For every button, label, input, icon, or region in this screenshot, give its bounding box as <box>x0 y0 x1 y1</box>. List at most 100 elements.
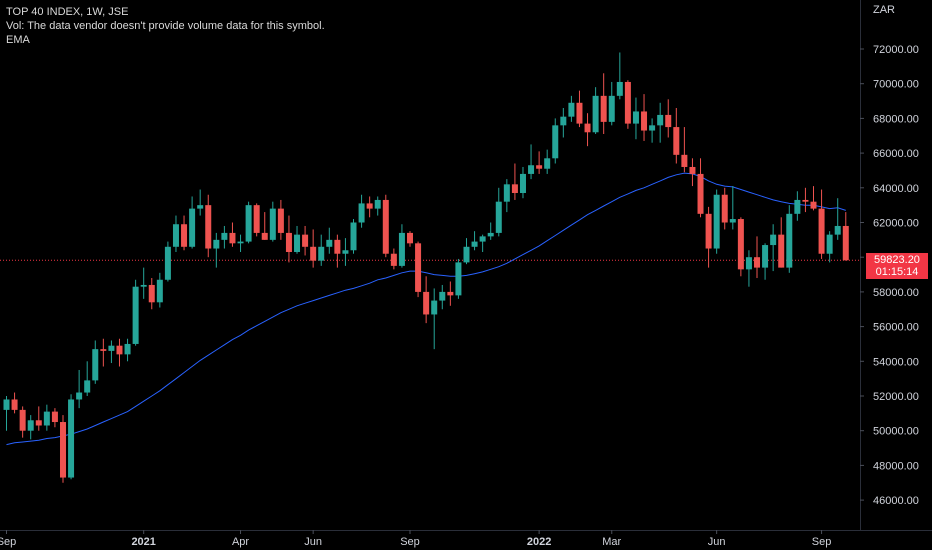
candle-body <box>318 246 325 261</box>
candle-body <box>665 114 672 128</box>
candle <box>415 241 422 298</box>
candle <box>794 191 801 221</box>
candle <box>221 225 228 249</box>
candle-body <box>205 205 212 249</box>
price-tick-label: 54000.00 <box>873 356 919 368</box>
candle <box>487 222 494 240</box>
candle-body <box>423 291 430 315</box>
candle <box>463 238 470 265</box>
candle <box>423 276 430 324</box>
candle <box>536 151 543 174</box>
candle <box>189 196 196 249</box>
candle <box>382 194 389 258</box>
candle-body <box>3 399 10 410</box>
candle <box>616 52 623 100</box>
candle-body <box>108 345 115 351</box>
candle <box>697 158 704 218</box>
candle-body <box>172 224 179 247</box>
candle-body <box>374 199 381 209</box>
candle-body <box>503 184 510 202</box>
candle <box>560 107 567 138</box>
candle-body <box>221 232 228 240</box>
price-tick-label: 52000.00 <box>873 391 919 403</box>
candle-body <box>350 222 357 251</box>
candle <box>641 94 648 141</box>
candle-body <box>342 250 349 254</box>
candle <box>737 217 744 277</box>
candle-body <box>681 154 688 167</box>
candle <box>302 225 309 256</box>
candle <box>705 206 712 268</box>
candle <box>269 201 276 242</box>
candle-body <box>737 219 744 270</box>
price-tick-label: 50000.00 <box>873 426 919 438</box>
candle <box>632 97 639 140</box>
candle <box>253 203 260 237</box>
candle <box>762 243 769 280</box>
candle <box>455 258 462 299</box>
candle-body <box>770 234 777 246</box>
candle-body <box>576 102 583 124</box>
candle-body <box>277 208 284 233</box>
price-tick-label: 64000.00 <box>873 183 919 195</box>
candle-body <box>132 286 139 344</box>
candle-body <box>721 194 728 223</box>
price-tick-label: 72000.00 <box>873 44 919 56</box>
symbol-title: TOP 40 INDEX, 1W, JSE <box>6 6 129 18</box>
candle-body <box>431 300 438 315</box>
candle-body <box>697 173 704 214</box>
candle-body <box>334 239 341 254</box>
candle <box>374 196 381 216</box>
candle-body <box>786 213 793 268</box>
time-tick-label: 2021 <box>131 536 155 548</box>
time-tick-label: Jun <box>708 536 726 548</box>
candle <box>11 392 18 414</box>
candle-body <box>479 236 486 242</box>
candle-body <box>358 203 365 223</box>
candle <box>156 272 163 308</box>
candle-body <box>584 123 591 133</box>
price-tick-label: 46000.00 <box>873 495 919 507</box>
candle <box>479 234 486 252</box>
candle-body <box>649 125 656 131</box>
candle <box>681 127 688 173</box>
candle <box>181 215 188 251</box>
candle-body <box>826 234 833 254</box>
candle <box>802 187 809 213</box>
time-axis[interactable]: Sep 2021 Apr Jun Sep 2022 Mar Jun Sep <box>0 530 831 548</box>
candle-body <box>43 411 50 426</box>
candle-body <box>269 208 276 240</box>
candle <box>754 236 761 279</box>
candle-body <box>447 291 454 296</box>
candle <box>35 406 42 431</box>
currency-label[interactable]: ZAR <box>873 4 895 16</box>
candle-body <box>100 349 107 351</box>
candle-body <box>511 184 518 194</box>
last-price-value: 59823.20 <box>874 254 920 267</box>
time-tick-label: Mar <box>602 536 621 548</box>
ema-legend-label[interactable]: EMA <box>6 34 30 46</box>
candle-body <box>76 392 83 400</box>
time-tick-label: Jun <box>304 536 322 548</box>
price-tick-label: 58000.00 <box>873 287 919 299</box>
candle-body <box>834 225 841 235</box>
candle-body <box>189 208 196 247</box>
candle <box>778 217 785 268</box>
candle <box>689 158 696 187</box>
candle-body <box>632 111 639 124</box>
candle <box>721 187 728 230</box>
candle <box>164 241 171 282</box>
candle <box>116 338 123 367</box>
candle <box>834 198 841 240</box>
ema-line <box>6 172 846 446</box>
candle-body <box>528 165 535 174</box>
candle <box>568 95 575 122</box>
candle <box>350 219 357 254</box>
candle-body <box>657 114 664 126</box>
candle-body <box>181 224 188 247</box>
candle-body <box>59 422 66 478</box>
candle-body <box>229 232 236 244</box>
volume-notice: Vol: The data vendor doesn't provide vol… <box>6 20 325 32</box>
candle-body <box>11 399 18 410</box>
